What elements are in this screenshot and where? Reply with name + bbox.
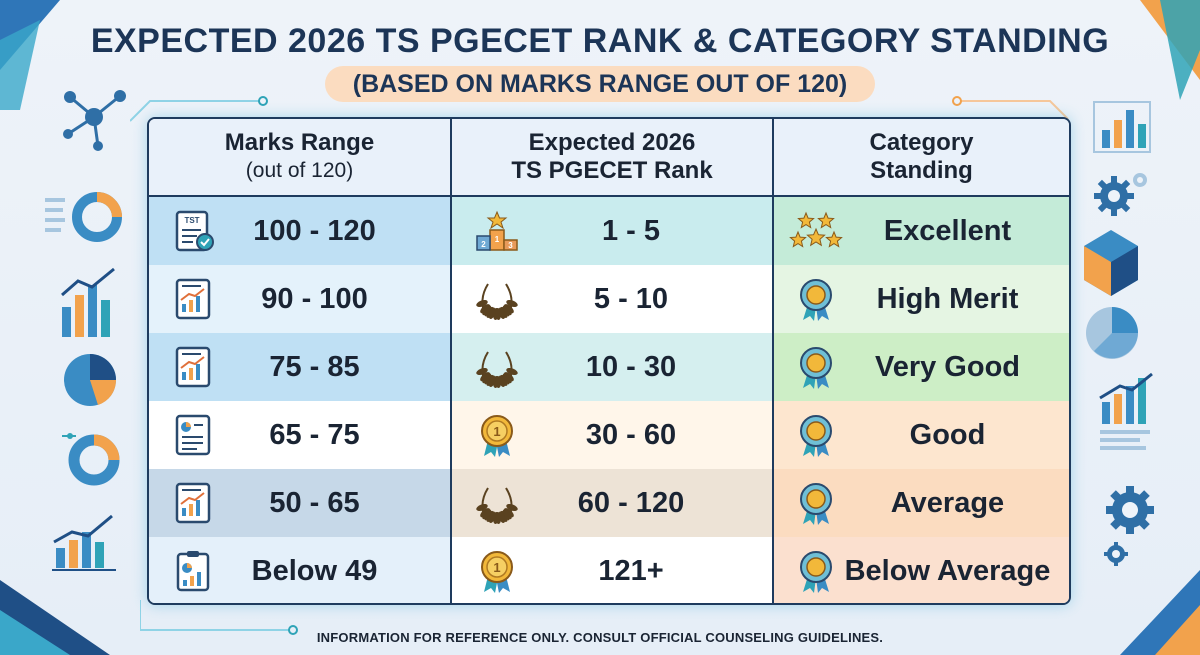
donut-chart-icon <box>62 433 120 486</box>
header-marks-line1: Marks Range <box>224 129 375 156</box>
decorative-corner-bottom-right <box>1120 570 1200 655</box>
clipboard-chart-icon <box>171 548 217 594</box>
laurel-wreath-icon <box>474 480 520 526</box>
expected-rank-cell: 1 121+ <box>452 537 774 603</box>
table-row: TST 100 - 120 2 1 3 1 - 5 Excellent <box>149 197 1069 266</box>
pie-chart-icon-right <box>1086 307 1138 359</box>
header-expected-rank: Expected 2026 TS PGECET Rank <box>452 119 774 195</box>
chart-report-icon <box>171 276 217 322</box>
category-standing-cell-text: Average <box>890 486 1005 519</box>
header-rank-line2: TS PGECET Rank <box>511 157 713 184</box>
test-paper-icon: TST <box>171 208 217 254</box>
geometric-shape-icon <box>1084 230 1138 296</box>
table-row: 65 - 75 1 30 - 60 Good <box>149 401 1069 470</box>
header-marks-range: Marks Range (out of 120) <box>149 119 452 195</box>
page-subtitle: (BASED ON MARKS RANGE OUT OF 120) <box>325 66 875 102</box>
category-standing-cell-text: Good <box>909 418 986 451</box>
bar-chart-icon-right <box>1093 101 1151 153</box>
marks-range-cell: Below 49 <box>149 537 452 603</box>
svg-text:3: 3 <box>508 241 513 250</box>
expected-rank-cell: 5 - 10 <box>452 265 774 333</box>
line-chart-icon <box>52 514 116 571</box>
chart-report-icon <box>171 344 217 390</box>
gear-large-icon <box>1104 486 1154 566</box>
marks-range-cell: 65 - 75 <box>149 401 452 469</box>
marks-range-cell-text: 90 - 100 <box>261 282 368 315</box>
decorative-corner-top-left <box>0 0 60 110</box>
decorative-corner-bottom-left <box>0 580 110 655</box>
header-category-standing: Category Standing <box>774 119 1069 195</box>
category-standing-cell: Below Average <box>774 537 1069 603</box>
category-standing-cell-text: Very Good <box>874 350 1021 383</box>
laurel-wreath-icon <box>474 344 520 390</box>
svg-text:2: 2 <box>481 240 486 249</box>
category-standing-cell: Good <box>774 401 1069 469</box>
donut-list-icon <box>45 192 122 242</box>
footer-disclaimer: INFORMATION FOR REFERENCE ONLY. CONSULT … <box>316 630 884 645</box>
decorative-corner-top-right <box>1140 0 1200 100</box>
ribbon-badge-icon <box>786 548 846 594</box>
expected-rank-cell-text: 121+ <box>598 554 664 587</box>
expected-rank-cell-text: 60 - 120 <box>577 486 685 519</box>
table-row: 75 - 85 10 - 30 Very Good <box>149 333 1069 402</box>
ribbon-badge-icon <box>786 344 846 390</box>
document-list-icon <box>171 412 217 458</box>
expected-rank-cell-text: 5 - 10 <box>593 282 669 315</box>
category-standing-cell-text: Below Average <box>844 554 1051 587</box>
medal-icon: 1 <box>474 412 520 458</box>
header-category-line2: Standing <box>870 157 973 184</box>
svg-text:1: 1 <box>493 560 500 575</box>
category-standing-cell-text: Excellent <box>883 214 1012 247</box>
svg-text:1: 1 <box>495 235 500 244</box>
chart-report-icon <box>171 480 217 526</box>
expected-rank-cell-text: 1 - 5 <box>601 214 661 247</box>
marks-range-cell-text: Below 49 <box>251 554 378 587</box>
table-row: 90 - 100 5 - 10 High Merit <box>149 265 1069 334</box>
table-row: 50 - 65 60 - 120 Average <box>149 469 1069 538</box>
expected-rank-cell-text: 10 - 30 <box>585 350 677 383</box>
circuit-line-top-left <box>130 96 268 122</box>
medal-icon: 1 <box>474 548 520 594</box>
expected-rank-cell: 10 - 30 <box>452 333 774 401</box>
category-standing-cell-text: High Merit <box>876 282 1019 315</box>
table-row: Below 49 1 121+ Below Average <box>149 537 1069 603</box>
stars-icon <box>786 208 846 254</box>
marks-range-cell-text: 50 - 65 <box>269 486 360 519</box>
rank-table: Marks Range (out of 120) Expected 2026 T… <box>147 117 1071 605</box>
expected-rank-cell: 60 - 120 <box>452 469 774 537</box>
table-header-row: Marks Range (out of 120) Expected 2026 T… <box>149 119 1069 197</box>
marks-range-cell: 90 - 100 <box>149 265 452 333</box>
trend-chart-icon <box>1099 372 1153 450</box>
marks-range-cell-text: 75 - 85 <box>269 350 360 383</box>
category-standing-cell: Excellent <box>774 197 1069 265</box>
header-rank-line1: Expected 2026 <box>528 129 696 156</box>
circuit-line-top-right <box>952 96 1069 120</box>
marks-range-cell-text: 100 - 120 <box>253 214 376 247</box>
circuit-line-bottom <box>140 600 298 635</box>
bar-chart-icon <box>61 267 115 337</box>
marks-range-cell: 75 - 85 <box>149 333 452 401</box>
ribbon-badge-icon <box>786 412 846 458</box>
expected-rank-cell-text: 30 - 60 <box>585 418 677 451</box>
header-category-line1: Category <box>869 129 974 156</box>
category-standing-cell: Average <box>774 469 1069 537</box>
category-standing-cell: Very Good <box>774 333 1069 401</box>
expected-rank-cell: 1 30 - 60 <box>452 401 774 469</box>
svg-text:TST: TST <box>184 216 199 225</box>
pie-chart-icon <box>64 354 117 406</box>
marks-range-cell: TST 100 - 120 <box>149 197 452 265</box>
network-nodes-icon <box>63 90 126 151</box>
laurel-wreath-icon <box>474 276 520 322</box>
page-title: EXPECTED 2026 TS PGECET RANK & CATEGORY … <box>90 22 1110 60</box>
marks-range-cell-text: 65 - 75 <box>269 418 360 451</box>
header-marks-line2: (out of 120) <box>245 159 354 182</box>
marks-range-cell: 50 - 65 <box>149 469 452 537</box>
gear-icon <box>1094 173 1147 216</box>
category-standing-cell: High Merit <box>774 265 1069 333</box>
svg-text:1: 1 <box>493 424 500 439</box>
ribbon-badge-icon <box>786 480 846 526</box>
ribbon-badge-icon <box>786 276 846 322</box>
